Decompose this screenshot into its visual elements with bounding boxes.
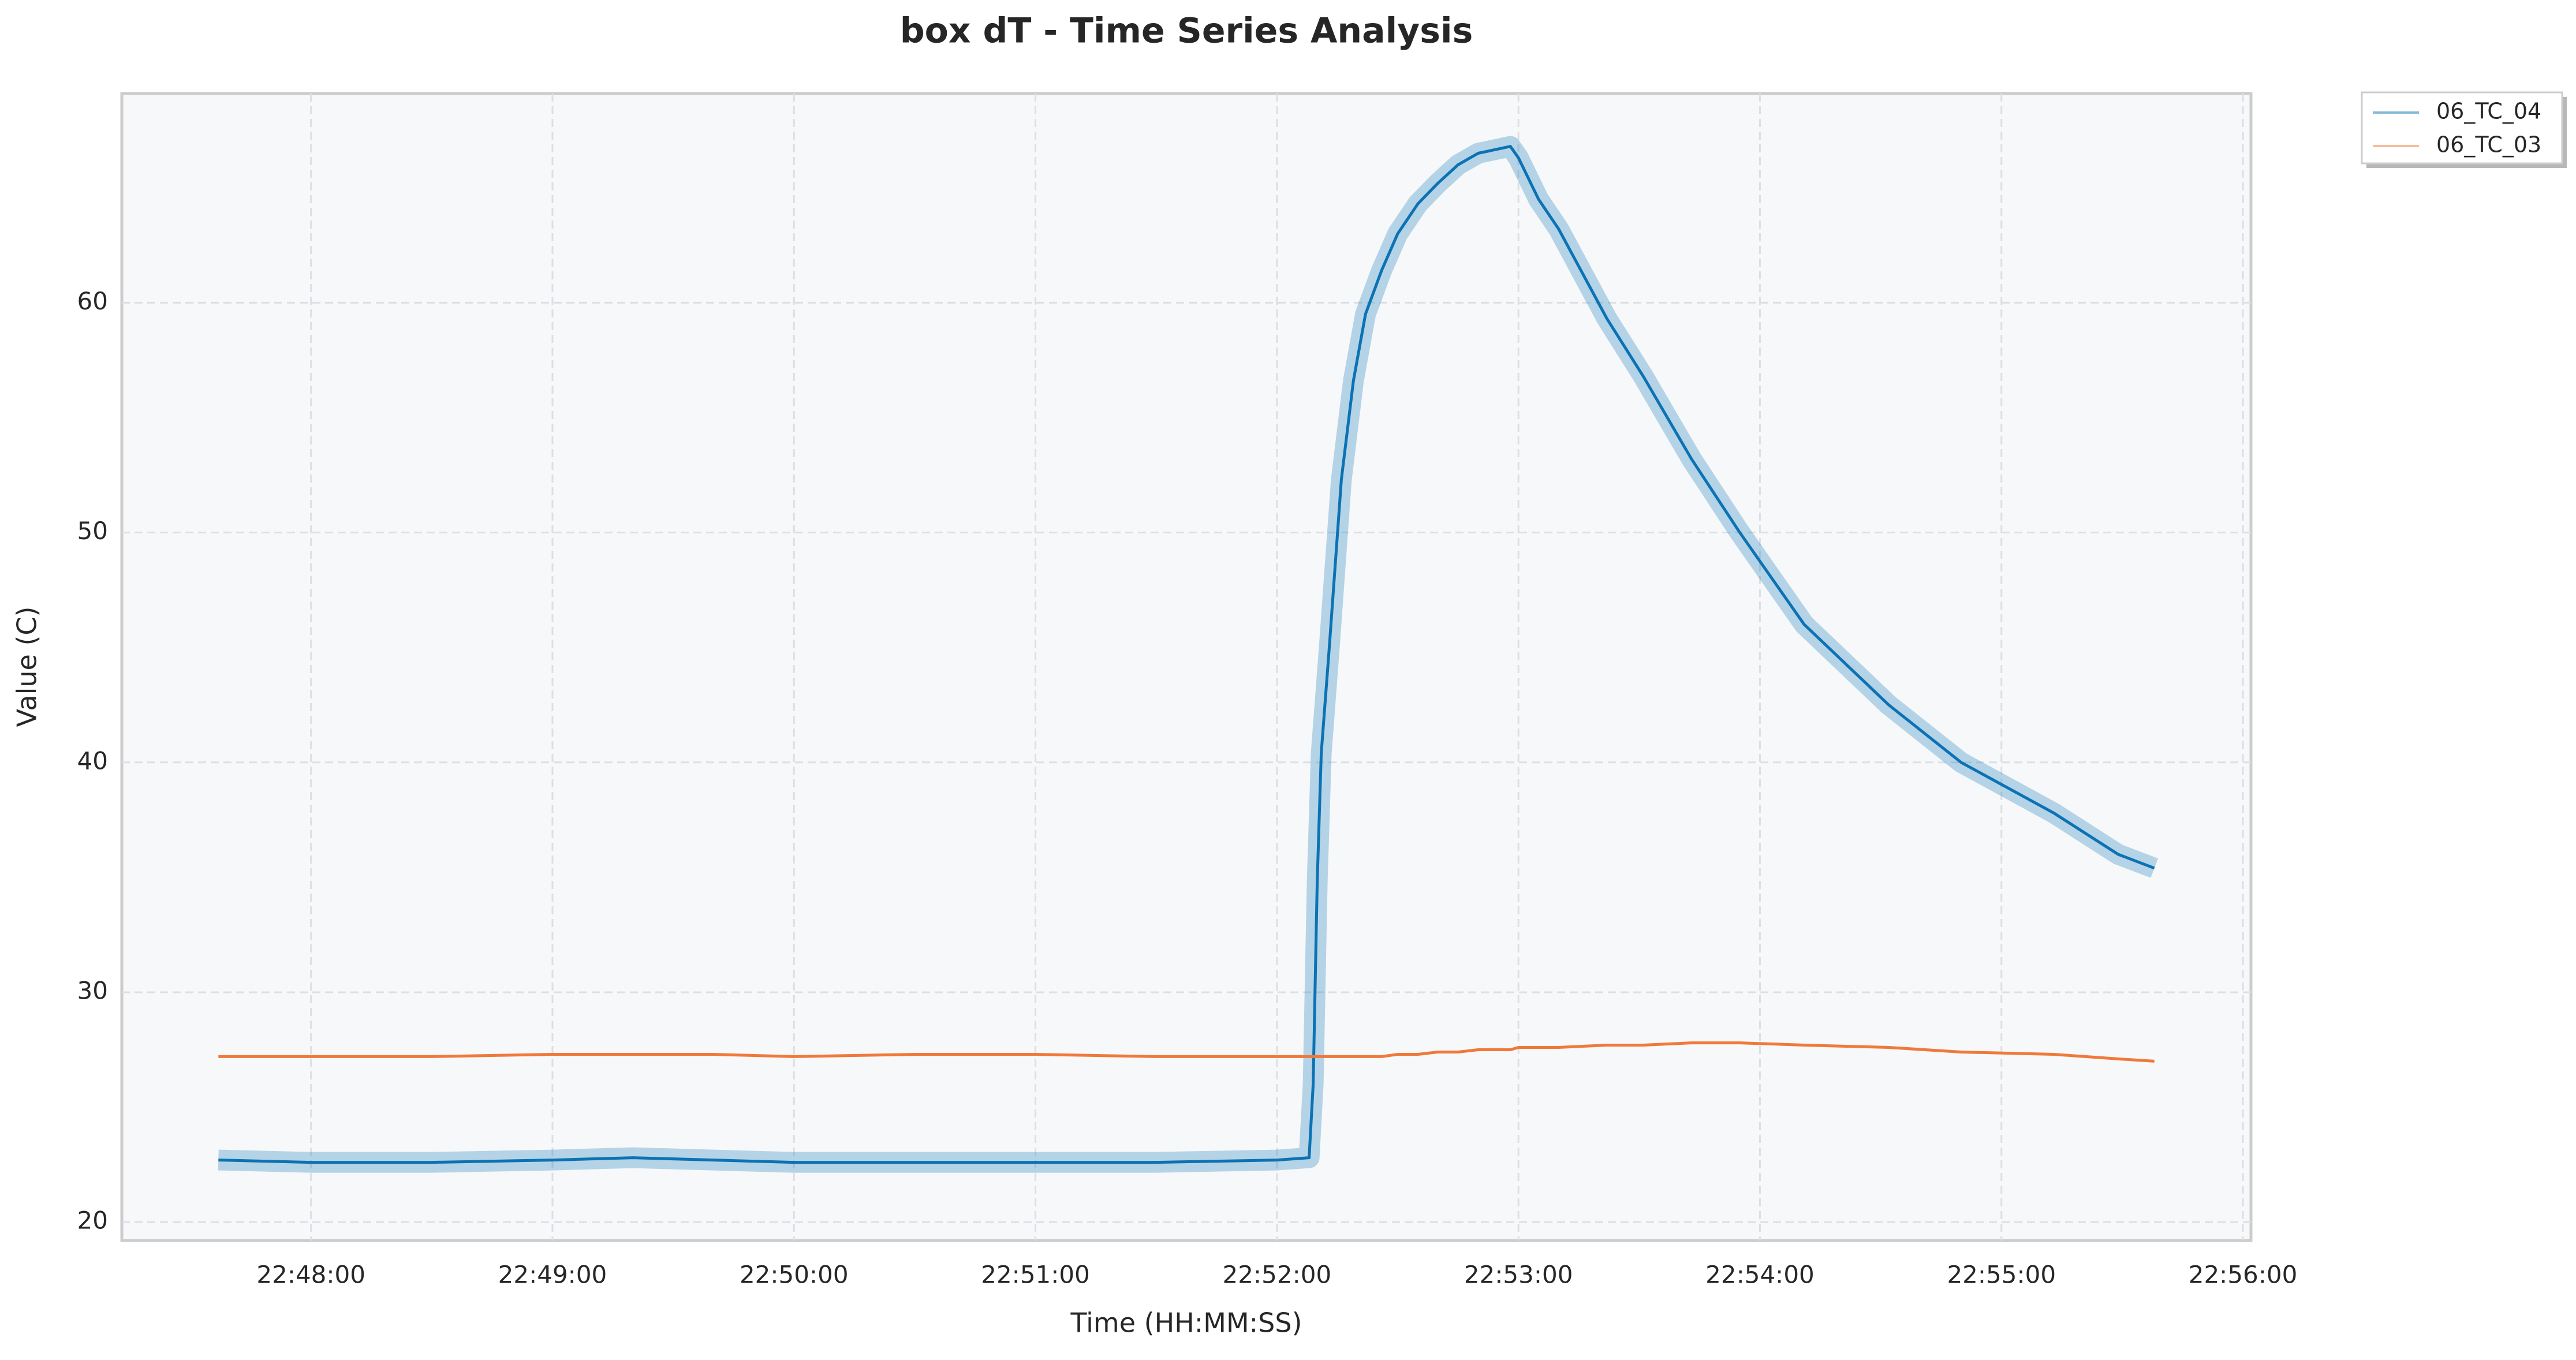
x-tick-label: 22:55:00 [1947, 1261, 2056, 1289]
y-tick-label: 50 [77, 517, 108, 545]
x-tick-label: 22:56:00 [2189, 1261, 2298, 1289]
plot-area [120, 92, 2253, 1242]
y-tick-label: 20 [77, 1206, 108, 1235]
y-tick-label: 30 [77, 976, 108, 1004]
legend-label: 06_TC_04 [2436, 99, 2541, 124]
x-tick-label: 22:50:00 [740, 1261, 849, 1289]
legend-box [2361, 91, 2563, 165]
legend: 06_TC_04 06_TC_03 [2361, 91, 2567, 168]
y-tick-label: 60 [77, 287, 108, 315]
series-line [218, 1041, 2155, 1063]
y-tick-label: 40 [77, 746, 108, 775]
x-tick-label: 22:53:00 [1464, 1261, 1573, 1289]
legend-label: 06_TC_03 [2436, 132, 2541, 158]
chart-title: box dT - Time Series Analysis [900, 11, 1473, 51]
x-tick-label: 22:48:00 [256, 1261, 365, 1289]
series-line [218, 145, 2155, 1164]
x-tick-label: 22:54:00 [1705, 1261, 1815, 1289]
x-tick-label: 22:52:00 [1223, 1261, 1332, 1289]
x-tick-label: 22:49:00 [498, 1261, 607, 1289]
grid [122, 94, 2251, 1241]
x-tick-label: 22:51:00 [981, 1261, 1090, 1289]
y-axis-label: Value (C) [12, 607, 43, 727]
marks [218, 136, 2159, 1173]
x-axis-label: Time (HH:MM:SS) [1070, 1307, 1302, 1339]
